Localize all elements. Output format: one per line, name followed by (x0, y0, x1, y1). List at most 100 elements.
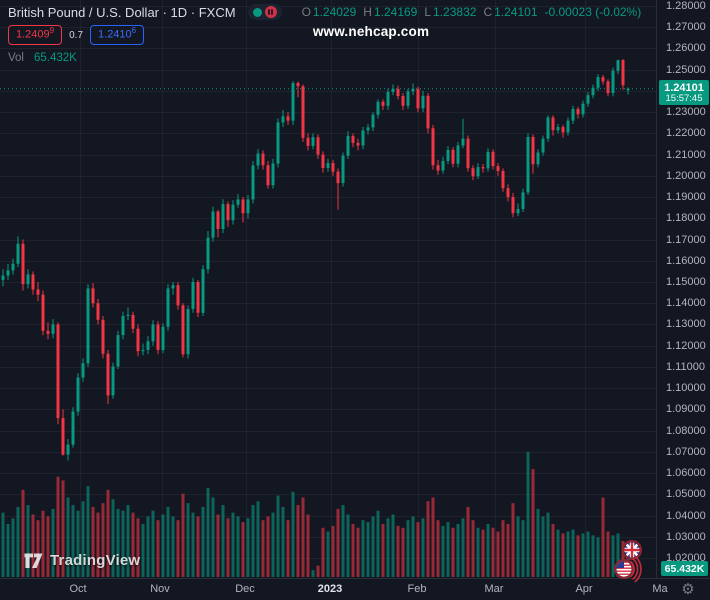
volume-bar (381, 523, 385, 577)
symbol-title[interactable]: British Pound / U.S. Dollar · 1D · FXCM (8, 4, 236, 20)
volume-bar (571, 529, 575, 577)
volume-bar (116, 508, 120, 577)
candle-body (441, 160, 445, 171)
candle-body (476, 167, 480, 177)
volume-bar (486, 523, 490, 577)
buy-ask-button[interactable]: 1.24106 (90, 25, 145, 45)
settings-gear-button[interactable]: ⚙ (678, 580, 698, 600)
gear-icon: ⚙ (681, 581, 695, 598)
candle-body (421, 95, 425, 109)
volume-bar (196, 516, 200, 577)
candle-body (511, 197, 515, 214)
candle-body (236, 199, 240, 205)
time-axis-label: Ma (652, 583, 668, 595)
volume-bar (431, 497, 435, 577)
candle-body (206, 237, 210, 270)
candle-body (601, 77, 605, 82)
volume-bar (406, 520, 410, 577)
price-axis-label: 1.03000 (666, 530, 706, 543)
tradingview-mark-icon (24, 553, 43, 568)
candle-body (101, 319, 105, 354)
volume-bar (331, 525, 335, 577)
legend-row-volume: Vol 65.432K (8, 52, 641, 64)
price-axis[interactable]: 1.24101 15:57:45 65.432K 1.28000 1.27000 1… (656, 0, 710, 578)
candle-body (11, 263, 15, 271)
volume-bar (596, 537, 600, 577)
candle-body (246, 199, 250, 214)
candle-body (226, 204, 230, 221)
candle-body (486, 151, 490, 169)
volume-bar (526, 452, 530, 577)
volume-bar (421, 518, 425, 577)
volume-bar (206, 487, 210, 577)
volume-bar (401, 527, 405, 577)
volume-bar (226, 518, 230, 577)
tradingview-logo[interactable]: TradingView (24, 552, 140, 569)
candle-body (621, 60, 625, 86)
candle-body (176, 285, 180, 306)
candle-body (156, 324, 160, 350)
volume-bar (351, 523, 355, 577)
candle-series (1, 59, 630, 461)
candle-body (146, 341, 150, 350)
price-axis-label: 1.22000 (666, 127, 706, 140)
candle-body (516, 208, 520, 214)
sell-bid-button[interactable]: 1.24099 (8, 25, 63, 45)
candle-body (596, 77, 600, 88)
price-axis-label: 1.21000 (666, 148, 706, 161)
candle-body (416, 88, 420, 109)
volume-bar (441, 525, 445, 577)
time-axis[interactable]: ⚙ Oct Nov Dec 2023 Feb Mar Apr Ma (0, 578, 710, 600)
volume-bar (326, 531, 330, 577)
price-axis-label: 1.19000 (666, 191, 706, 204)
volume-bar (126, 505, 130, 577)
price-axis-label: 1.26000 (666, 42, 706, 55)
candle-body (576, 108, 580, 115)
candle-body (581, 103, 585, 115)
price-axis-label: 1.05000 (666, 488, 706, 501)
candle-body (346, 135, 350, 156)
candle-body (291, 83, 295, 121)
candle-body (166, 288, 170, 327)
volume-bar (471, 520, 475, 577)
volume-bar (306, 514, 310, 577)
volume-bar (461, 518, 465, 577)
candle-body (76, 377, 80, 412)
volume-bar (581, 533, 585, 577)
candle-body (626, 88, 630, 91)
candle-body (251, 165, 255, 200)
candle-body (71, 411, 75, 445)
candle-body (131, 314, 135, 329)
volume-bar (611, 535, 615, 577)
candle-body (376, 101, 380, 115)
candle-body (296, 83, 300, 87)
candle-body (336, 171, 340, 184)
volume-bar (31, 514, 35, 577)
candle-body (341, 155, 345, 184)
volume-bar (366, 522, 370, 577)
volume-bar (141, 523, 145, 577)
volume-bar (451, 527, 455, 577)
candlestick-chart-canvas[interactable] (0, 0, 656, 578)
market-status-toggle[interactable] (247, 4, 282, 20)
price-axis-label: 1.15000 (666, 276, 706, 288)
volume-bar (591, 535, 595, 577)
volume-bar (106, 489, 110, 577)
volume-bar (541, 516, 545, 577)
candle-body (1, 275, 5, 280)
candle-body (316, 137, 320, 155)
candle-body (536, 152, 540, 165)
candle-body (121, 315, 125, 336)
candle-body (261, 153, 265, 166)
candle-body (556, 127, 560, 131)
volume-bar (181, 493, 185, 577)
time-axis-label: Apr (575, 583, 593, 595)
volume-bar (316, 565, 320, 577)
gbp-flag-icon (622, 540, 642, 560)
candle-body (446, 149, 450, 161)
volume-bar (261, 520, 265, 577)
time-axis-label: 2023 (317, 583, 343, 595)
candle-body (171, 285, 175, 289)
chart-legend: British Pound / U.S. Dollar · 1D · FXCM … (8, 4, 641, 64)
volume-bar (176, 520, 180, 577)
